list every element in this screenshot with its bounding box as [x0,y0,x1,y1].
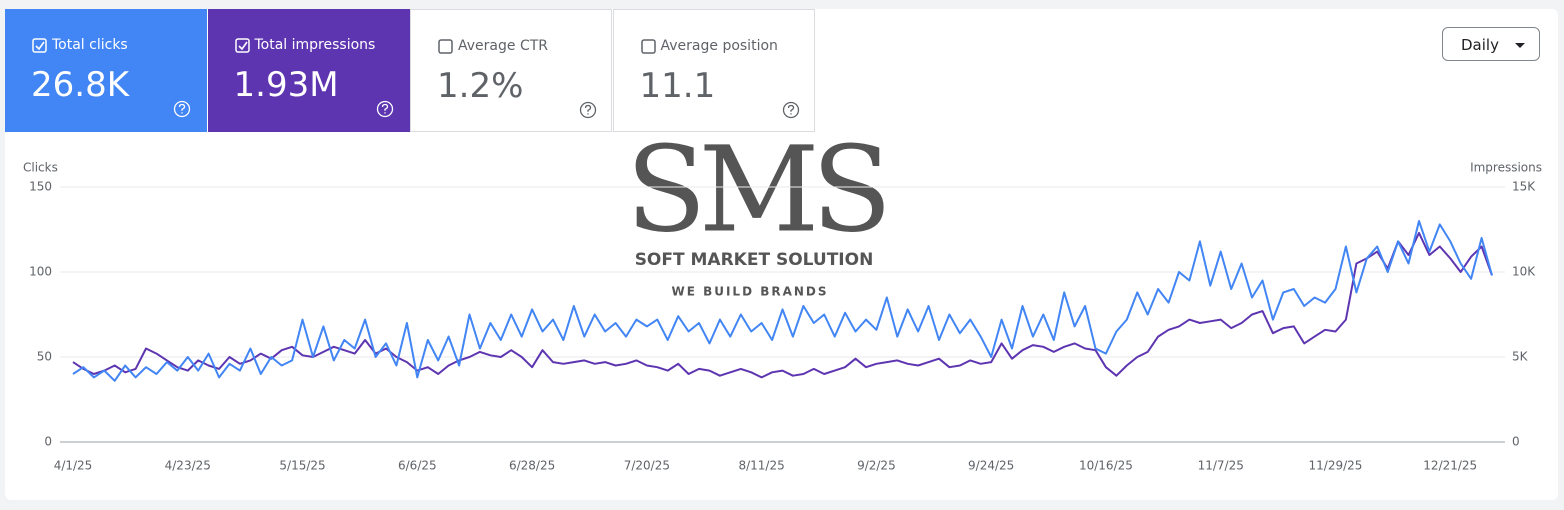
metric-card[interactable]: Total clicks 26.8K [5,9,207,132]
y-tick-label: 150 [29,180,52,194]
y-axis-title: Clicks [23,161,58,175]
help-circle [376,100,393,118]
help-mark [178,103,186,114]
metric-label: Total impressions [254,37,376,53]
x-tick-label: 7/20/25 [624,459,670,473]
help-icon [173,100,191,118]
help-icon [579,101,597,119]
dropdown-label: Daily [1461,36,1499,54]
y2-axis-title: Impressions [1470,161,1542,175]
metric-value: 1.2% [437,66,524,106]
watermark-name: SOFT MARKET SOLUTION [635,250,874,270]
x-tick-label: 6/28/25 [509,459,555,473]
metric-card[interactable]: Average CTR 1.2% [410,9,612,132]
help-circle [173,100,191,118]
checkbox [234,38,250,53]
watermark-tagline: WE BUILD BRANDS [671,285,828,299]
x-tick-label: 6/6/25 [398,459,437,473]
x-tick-label: 8/11/25 [738,459,784,473]
checkbox [640,39,656,54]
metric-card[interactable]: Average position 11.1 [612,9,815,132]
help-icon [782,101,799,119]
x-tick-label: 9/24/25 [968,459,1014,473]
metric-label: Average position [660,38,778,54]
y2-tick-label: 5K [1512,350,1529,364]
series-line [72,231,1493,379]
y-tick-label: 50 [37,350,52,364]
series-line [72,220,1493,382]
y2-tick-label: 15K [1512,180,1536,194]
checkbox [32,38,47,53]
metric-label: Average CTR [458,38,548,54]
checkbox-box [438,39,453,54]
checkmark [237,41,248,51]
y2-tick-label: 10K [1512,265,1536,279]
x-tick-label: 9/2/25 [857,459,896,473]
x-tick-label: 12/21/25 [1423,459,1477,473]
y-tick-label: 100 [29,265,52,279]
help-circle [782,101,799,119]
metric-value: 26.8K [31,65,129,105]
metric-value: 1.93M [233,65,339,105]
checkbox-box [32,38,47,53]
x-tick-label: 10/16/25 [1079,459,1133,473]
checkbox-box [640,39,656,54]
x-tick-label: 4/23/25 [165,459,211,473]
granularity-dropdown[interactable]: Daily [1442,27,1540,61]
metric-card[interactable]: Total impressions 1.93M [207,9,410,132]
checkbox-box [234,38,250,53]
x-tick-label: 5/15/25 [279,459,325,473]
help-mark [787,104,794,115]
y2-tick-label: 0 [1512,435,1520,449]
help-icon [376,100,393,118]
watermark-logo: SMS [626,121,885,259]
checkbox [438,39,453,54]
y-tick-label: 0 [44,435,52,449]
dropdown-arrow [1515,43,1525,48]
help-circle [579,101,597,119]
checkmark [35,41,45,51]
metric-label: Total clicks [52,37,128,53]
help-mark [381,103,388,114]
help-mark [584,104,592,115]
x-tick-label: 4/1/25 [54,459,93,473]
x-tick-label: 11/29/25 [1309,459,1363,473]
x-tick-label: 11/7/25 [1198,459,1244,473]
metric-value: 11.1 [639,66,716,106]
